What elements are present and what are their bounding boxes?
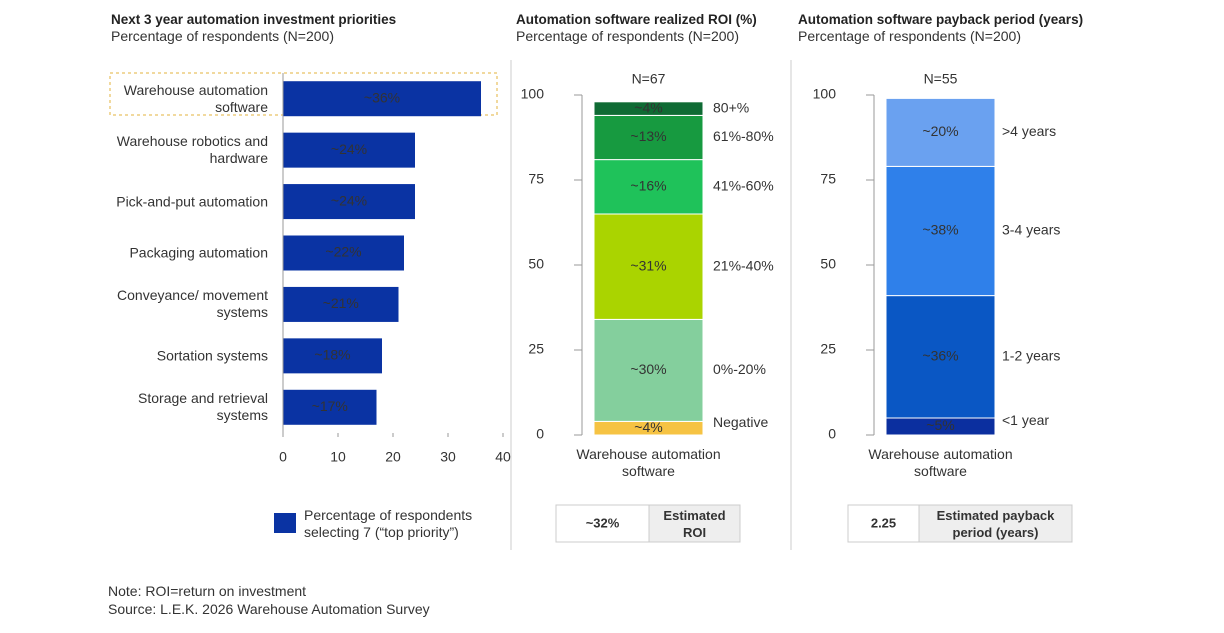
category-label: Warehouse automation software [868,446,1013,479]
series-label: 3-4 years [1002,222,1060,238]
bar-segment [593,114,704,161]
value-label: ~21% [323,295,359,311]
y-tick-label: 25 [528,341,544,357]
y-tick-label: 100 [521,86,545,102]
value-label: ~18% [314,347,350,363]
chart-subtitle: Percentage of respondents (N=200) [111,28,334,44]
callout-label-box [648,504,741,543]
series-label: 0%-20% [713,361,766,377]
callout-value: 2.25 [871,515,896,530]
y-tick-label: 50 [820,256,836,272]
bar [283,81,481,117]
y-tick-label: 0 [536,426,544,442]
series-label: 21%-40% [713,257,774,273]
series-label: 41%-60% [713,178,774,194]
x-tick-label: 0 [279,449,287,465]
bar-segment [593,101,704,116]
callout-label: Estimated payback period (years) [936,508,1055,540]
bar [283,338,382,374]
category-label: Warehouse robotics and hardware [116,133,268,167]
value-label: ~4% [634,99,662,115]
y-tick-label: 0 [828,426,836,442]
value-label: ~24% [331,141,367,157]
y-tick-label: 25 [820,341,836,357]
value-label: ~38% [922,222,958,238]
x-tick-label: 20 [385,449,401,465]
bar [283,286,399,322]
value-label: ~20% [922,123,958,139]
value-label: ~30% [630,361,666,377]
series-label: Negative [713,414,768,430]
series-label: 80+% [713,99,749,115]
value-label: ~22% [325,244,361,260]
annotation: N=67 [632,71,666,87]
bar-segment [593,213,704,320]
category-label: Pick-and-put automation [116,193,268,210]
category-label: Sortation systems [156,347,268,364]
value-label: ~16% [630,178,666,194]
callout-value: ~32% [586,515,620,530]
x-tick-label: 10 [330,449,346,465]
source: Source: L.E.K. 2026 Warehouse Automation… [108,601,430,617]
chart-title: Next 3 year automation investment priori… [111,12,397,27]
category-label: Storage and retrieval systems [138,390,268,424]
series-label: 61%-80% [713,128,774,144]
chart-subtitle: Percentage of respondents (N=200) [516,28,739,44]
bar-segment [593,159,704,215]
category-label: Warehouse automation software [123,81,268,115]
legend-label: Percentage of respondents selecting 7 (“… [304,507,473,540]
category-label: Packaging automation [129,244,268,261]
y-tick-label: 100 [813,86,837,102]
value-label: ~24% [331,192,367,208]
y-tick-label: 75 [820,171,836,187]
value-label: ~17% [312,398,348,414]
x-tick-label: 40 [495,449,511,465]
y-tick-label: 75 [528,171,544,187]
bar [283,184,415,220]
chart-title: Automation software payback period (year… [798,12,1084,27]
x-tick-label: 30 [440,449,456,465]
series-label: <1 year [1002,412,1049,428]
value-label: ~36% [364,89,400,105]
chart-title: Automation software realized ROI (%) [516,12,757,27]
highlight-box [109,72,498,116]
value-label: ~31% [630,257,666,273]
bar [283,235,404,271]
bar-segment [885,97,996,167]
series-label: >4 years [1002,123,1056,139]
value-label: ~5% [926,417,954,433]
bar [283,389,377,425]
series-label: 1-2 years [1002,348,1060,364]
category-label: Warehouse automation software [576,446,721,479]
bar [283,132,415,168]
y-tick-label: 50 [528,256,544,272]
chart-subtitle: Percentage of respondents (N=200) [798,28,1021,44]
value-label: ~36% [922,348,958,364]
callout-label: Estimated ROI [663,508,726,540]
value-label: ~13% [630,128,666,144]
value-label: ~4% [634,419,662,435]
bar-segment [885,165,996,297]
annotation: N=55 [924,71,958,87]
bar-segment [593,318,704,422]
note: Note: ROI=return on investment [108,583,307,599]
category-label: Conveyance/ movement systems [117,287,268,321]
legend-swatch [274,513,296,533]
callout-label-box [918,504,1073,543]
